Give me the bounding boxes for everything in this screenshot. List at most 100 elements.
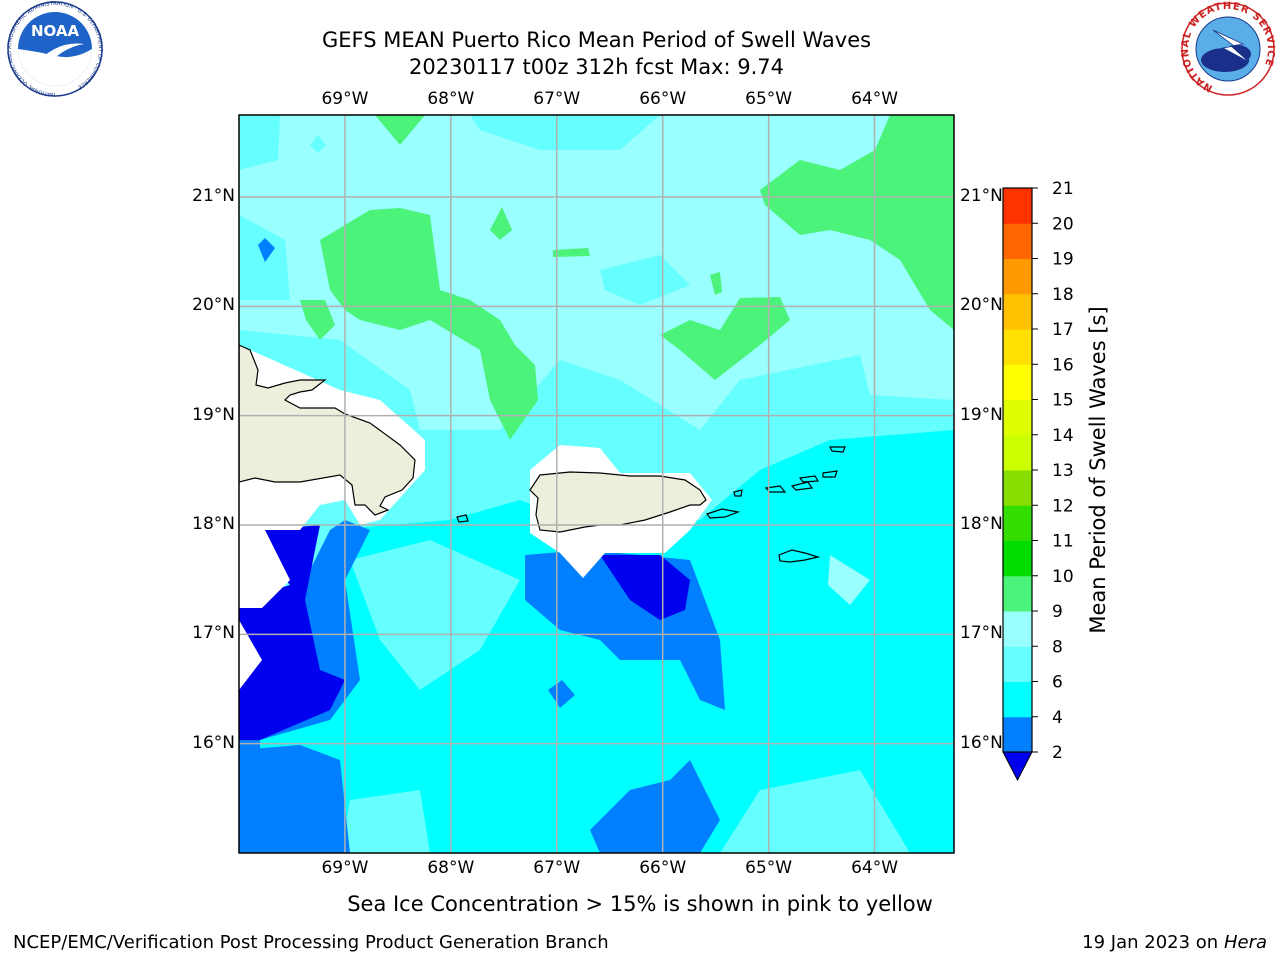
field-below-2-west	[239, 525, 345, 740]
field-8-9-patch	[828, 555, 870, 605]
lat-tick-left: 18°N	[192, 514, 235, 534]
colorbar-segment	[1003, 716, 1032, 753]
colorbar-label: Mean Period of Swell Waves [s]	[1086, 306, 1110, 634]
colorbar-tick-label: 21	[1052, 179, 1074, 199]
colorbar-tick-label: 8	[1052, 637, 1063, 657]
land-hispaniola	[239, 344, 416, 516]
field-6-8-north	[470, 115, 660, 150]
colorbar-tick-label: 2	[1052, 743, 1063, 763]
colorbar-tick-label: 4	[1052, 708, 1063, 728]
field-4-6-east	[760, 430, 954, 470]
field-6-8-central	[600, 255, 690, 305]
lon-tick-bottom: 65°W	[745, 858, 793, 878]
colorbar-segment	[1003, 646, 1032, 682]
lat-tick-left: 21°N	[192, 186, 235, 206]
chart-subtitle: 20230117 t00z 312h fcst Max: 9.74	[409, 55, 784, 79]
lon-tick-top: 68°W	[427, 89, 475, 109]
lat-tick-right: 17°N	[960, 623, 1003, 644]
colorbar-segment	[1003, 329, 1032, 365]
land-vieques	[706, 508, 741, 519]
land-virgin-gorda	[822, 470, 838, 478]
chart-title: GEFS MEAN Puerto Rico Mean Period of Swe…	[321, 28, 872, 52]
lon-tick-bottom: 66°W	[639, 858, 687, 878]
colorbar-segment	[1003, 293, 1032, 330]
lon-tick-top: 69°W	[321, 89, 369, 109]
lat-tick-left: 20°N	[192, 295, 235, 316]
lon-tick-bottom: 69°W	[321, 858, 369, 878]
lat-tick-left: 16°N	[192, 732, 235, 753]
lat-tick-left: 17°N	[192, 623, 235, 644]
colorbar-segment	[1003, 399, 1032, 436]
colorbar-tick-label: 6	[1052, 673, 1063, 693]
land-anegada	[829, 446, 846, 453]
field-2-4-sw	[239, 745, 350, 853]
field-9-10-a	[320, 208, 538, 440]
field-below-2-south-pr	[600, 555, 690, 620]
lat-tick-left: 19°N	[192, 404, 235, 425]
colorbar-segment	[1003, 258, 1032, 295]
noaa-logo-icon: NOAA NATIONAL OCEANIC AND ATMOSPHERIC AD…	[7, 1, 103, 97]
colorbar-segment	[1003, 575, 1032, 612]
lat-tick-right: 19°N	[960, 404, 1003, 425]
field-6-8-patch-a	[350, 540, 520, 690]
sea-ice-caption: Sea Ice Concentration > 15% is shown in …	[347, 892, 933, 916]
colorbar-tick-label: 11	[1052, 532, 1074, 552]
lon-tick-bottom: 64°W	[851, 858, 899, 878]
field-9-10-b	[300, 300, 335, 340]
colorbar-tick-label: 17	[1052, 320, 1074, 340]
colorbar-segment	[1003, 540, 1032, 577]
lat-tick-right: 21°N	[960, 186, 1003, 206]
field-9-10-d	[490, 207, 512, 240]
lat-tick-right: 20°N	[960, 295, 1003, 316]
colorbar-tick-label: 20	[1052, 214, 1074, 234]
land-st-john	[790, 481, 814, 491]
colorbar-tick-label: 16	[1052, 355, 1074, 375]
field-2-4-spot	[548, 680, 575, 708]
lon-tick-top: 65°W	[745, 89, 793, 109]
field-2-4-south	[590, 760, 720, 853]
swell-period-field	[239, 115, 954, 853]
colorbar-segment	[1003, 364, 1032, 400]
field-6-8-nw	[239, 115, 280, 170]
colorbar-tick-label: 12	[1052, 496, 1074, 516]
colorbar-tick-label: 10	[1052, 567, 1074, 587]
colorbar-segment	[1003, 505, 1032, 541]
colorbar-tick-label: 9	[1052, 602, 1063, 622]
land-mona	[456, 514, 469, 523]
footer-credit: NCEP/EMC/Verification Post Processing Pr…	[13, 932, 609, 953]
field-2-4-nw-spot	[258, 238, 275, 262]
colorbar-segment	[1003, 434, 1032, 471]
field-masked-b	[239, 530, 290, 608]
lon-tick-top: 64°W	[851, 89, 899, 109]
lon-tick-bottom: 68°W	[427, 858, 475, 878]
colorbar-under-arrow	[1002, 751, 1033, 782]
lon-tick-top: 66°W	[639, 89, 687, 109]
colorbar-segment	[1003, 470, 1032, 506]
colorbar-tick-label: 14	[1052, 426, 1074, 446]
lat-tick-right: 16°N	[960, 732, 1003, 753]
colorbar-segment	[1003, 611, 1032, 647]
colorbar-segment	[1003, 188, 1032, 224]
footer-date-text: 19 Jan 2023 on	[1082, 932, 1224, 953]
field-6-8-patch-b	[340, 790, 430, 853]
footer-host: Hera	[1223, 932, 1267, 953]
colorbar: 2 4 6 8 9 10 11 12 13 14 15 16 17 18 19 20 21	[1002, 179, 1074, 782]
field-9-10-g	[710, 272, 722, 295]
lon-tick-top: 67°W	[533, 89, 581, 109]
lat-tick-right: 18°N	[960, 514, 1003, 534]
field-6-8-nw-spot	[310, 135, 326, 153]
noaa-logo-text: NOAA	[31, 22, 80, 40]
field-9-10-f	[660, 297, 790, 380]
map-gridlines	[239, 115, 954, 853]
field-masked-a	[239, 620, 262, 690]
colorbar-segment	[1003, 681, 1032, 718]
field-9-10-c	[375, 115, 425, 145]
footer-date: 19 Jan 2023 on Hera	[1082, 932, 1267, 954]
colorbar-tick-label: 18	[1052, 285, 1074, 305]
field-9-10-e	[553, 248, 590, 257]
map-frame	[238, 114, 955, 854]
colorbar-segment	[1003, 223, 1032, 259]
land-tortola	[798, 475, 820, 483]
lon-tick-bottom: 67°W	[533, 858, 581, 878]
